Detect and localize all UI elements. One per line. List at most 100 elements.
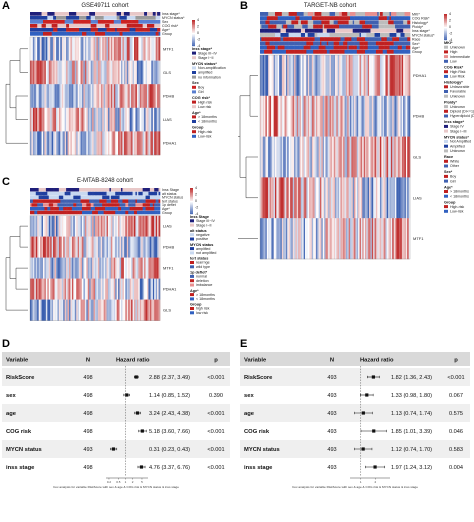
- annotation-cell: [366, 12, 369, 16]
- heatmap-cell: [89, 257, 91, 279]
- annotation-cell: [377, 49, 379, 54]
- legend-label: Low-risk: [198, 135, 212, 139]
- annotation-cell: [106, 195, 109, 200]
- row-p: 0.004: [449, 465, 463, 471]
- heatmap-cell: [399, 136, 401, 178]
- gene-label: PDHA1: [413, 73, 427, 78]
- annotation-cell: [43, 16, 45, 20]
- heatmap-cell: [63, 299, 65, 321]
- annotation-cell: [129, 210, 132, 215]
- heatmap-cell: [45, 131, 48, 156]
- annotation-cell: [333, 20, 336, 25]
- heatmap-cell: [371, 55, 374, 96]
- row-variable: COG risk: [244, 429, 270, 435]
- annotation-track-label: Group: [162, 211, 172, 215]
- annotation-cell: [365, 49, 367, 54]
- heatmap-cell: [131, 107, 133, 132]
- heatmap-cell: [347, 136, 349, 178]
- annotation-cell: [154, 28, 156, 32]
- annotation-cell: [70, 24, 73, 28]
- annotation-cell: [305, 33, 307, 37]
- heatmap-cell: [333, 218, 336, 260]
- heatmap-cell: [51, 60, 54, 85]
- heatmap-cell: [76, 215, 78, 237]
- annotation-cell: [335, 16, 337, 21]
- annotation-cell: [60, 12, 63, 16]
- annotation-cell: [82, 210, 84, 215]
- annotation-cell: [371, 37, 374, 42]
- annotation-cell: [106, 203, 109, 207]
- legend-label: Girl: [450, 179, 456, 183]
- heatmap-cell: [139, 37, 142, 61]
- heatmap-cell: [350, 177, 352, 219]
- annotation-cell: [71, 210, 74, 215]
- annotation-cell: [71, 188, 74, 192]
- annotation-cell: [110, 210, 113, 215]
- heatmap-cell: [102, 84, 104, 108]
- annotation-cell: [310, 45, 313, 50]
- heatmap-cell: [34, 299, 37, 321]
- annotation-cell: [343, 41, 345, 46]
- annotation-cell: [341, 41, 344, 46]
- heatmap-cell: [317, 136, 319, 178]
- annotation-cell: [300, 12, 303, 16]
- annotation-cell: [128, 24, 130, 28]
- annotation-cell: [86, 195, 89, 200]
- heatmap-cell: [69, 257, 71, 279]
- heatmap-cell: [38, 215, 41, 237]
- annotation-cell: [134, 195, 136, 200]
- annotation-cell: [374, 28, 377, 33]
- heatmap-cell: [43, 37, 45, 61]
- heatmap-cell: [97, 131, 100, 156]
- annotation-cell: [365, 16, 367, 21]
- annotation-cell: [355, 45, 358, 50]
- heatmap-cell: [339, 95, 341, 137]
- heatmap-cell: [401, 55, 404, 96]
- heatmap-cell: [382, 136, 385, 178]
- annotation-cell: [58, 210, 61, 215]
- heatmap-cell: [330, 218, 333, 260]
- heatmap-cell: [270, 95, 273, 137]
- heatmap-cell: [61, 60, 64, 85]
- annotation-cell: [310, 37, 313, 42]
- annotation-cell: [48, 24, 51, 28]
- annotation-cell: [292, 49, 295, 54]
- annotation-cell: [397, 49, 400, 54]
- annotation-cell: [125, 199, 128, 203]
- annotation-cell: [377, 24, 379, 29]
- annotation-cell: [147, 24, 149, 28]
- heatmap-cell: [67, 107, 70, 132]
- heatmap-cell: [54, 60, 57, 85]
- annotation-cell: [395, 37, 397, 42]
- heatmap-cell: [32, 236, 35, 258]
- annotation-cell: [314, 49, 317, 54]
- heatmap-cell: [296, 95, 299, 137]
- heatmap-cell: [320, 136, 322, 178]
- annotation-cell: [351, 45, 354, 50]
- annotation-cell: [48, 210, 51, 215]
- annotation-cell: [90, 199, 93, 203]
- legend-swatch: [444, 105, 448, 109]
- heatmap-cell: [82, 131, 84, 156]
- annotation-cell: [57, 195, 60, 200]
- heatmap-cell: [106, 107, 109, 132]
- heatmap-cell: [326, 55, 329, 96]
- annotation-cell: [317, 49, 319, 54]
- legend-swatch: [444, 85, 448, 89]
- gene-label: LIAS: [163, 224, 172, 229]
- annotation-cell: [339, 45, 341, 50]
- heatmap-cell: [365, 177, 367, 219]
- annotation-cell: [389, 41, 392, 46]
- heatmap-cell: [386, 177, 389, 219]
- annotation-cell: [345, 28, 348, 33]
- annotation-cell: [317, 37, 319, 42]
- heatmap-cell: [74, 37, 77, 61]
- annotation-cell: [318, 16, 321, 21]
- heatmap-cell: [359, 95, 362, 137]
- annotation-cell: [92, 16, 94, 20]
- legend-label: Unknown: [450, 45, 465, 49]
- annotation-cell: [296, 41, 299, 46]
- annotation-track-label: MKI*: [412, 12, 420, 16]
- annotation-cell: [360, 16, 363, 21]
- annotation-cell: [389, 12, 392, 16]
